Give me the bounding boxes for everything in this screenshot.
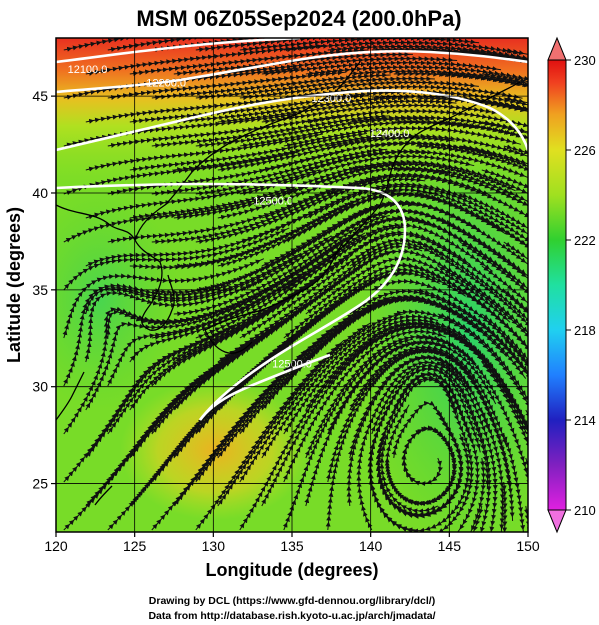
colorbar: 230 226 222 218 214 210 — [547, 36, 596, 534]
streamlines — [62, 38, 528, 532]
lon-tick-label: 145 — [438, 538, 462, 554]
lat-tick-label: 30 — [32, 379, 48, 395]
lon-tick-label: 125 — [123, 538, 147, 554]
lon-ticks: 120 125 130 135 140 145 150 — [44, 532, 540, 554]
x-axis-label: Longitude (degrees) — [205, 560, 378, 580]
lat-tick-label: 40 — [32, 185, 48, 201]
streamline — [501, 481, 508, 532]
coastlines — [56, 61, 521, 506]
lat-tick-label: 45 — [32, 88, 48, 104]
colorbar-bottom-arrow — [547, 509, 567, 534]
colorbar-tick-label: 230 — [574, 53, 596, 68]
colorbar-tick-label: 218 — [574, 323, 596, 338]
streamline — [523, 505, 528, 532]
lon-tick-label: 140 — [359, 538, 383, 554]
map-title: MSM 06Z05Sep2024 (200.0hPa) — [136, 6, 461, 31]
streamline — [459, 95, 528, 111]
contour-label: 12300.0 — [311, 93, 351, 105]
credit-line-2: Data from http://database.rish.kyoto-u.a… — [148, 610, 435, 622]
height-contours — [56, 38, 528, 421]
lon-tick-label: 120 — [44, 538, 68, 554]
colorbar-ramp — [547, 59, 567, 511]
colorbar-tick-label: 222 — [574, 233, 596, 248]
streamline — [503, 96, 528, 104]
contour-label: 12200.0 — [146, 77, 186, 89]
lat-tick-label: 35 — [32, 282, 48, 298]
streamline — [525, 409, 528, 418]
contour-label: 12100.0 — [68, 64, 108, 76]
lon-tick-label: 130 — [202, 538, 226, 554]
field-green-west — [56, 190, 180, 410]
streamline — [367, 366, 456, 532]
streamline — [472, 505, 484, 532]
field-warm-south — [120, 380, 310, 520]
lon-tick-label: 150 — [516, 538, 540, 554]
contour-label: 12400.0 — [370, 128, 410, 140]
colorbar-tick-label: 214 — [574, 413, 596, 428]
y-axis-label: Latitude (degrees) — [4, 207, 24, 363]
credit-line-1: Drawing by DCL (https://www.gfd-dennou.o… — [149, 595, 435, 607]
plot-area: 12100.012200.012300.012400.012500.012500… — [56, 38, 528, 532]
gridlines — [56, 38, 528, 532]
colorbar-tick-label: 226 — [574, 143, 596, 158]
streamline — [481, 71, 528, 83]
streamline — [325, 348, 446, 531]
colorbar-top-arrow — [547, 36, 567, 61]
streamline — [459, 47, 528, 62]
contour-label: 12500.0 — [253, 196, 293, 208]
streamline — [503, 48, 528, 56]
lat-tick-label: 25 — [32, 476, 48, 492]
streamline — [63, 38, 149, 52]
colorbar-tick-label: 210 — [574, 503, 596, 518]
streamline — [524, 457, 528, 478]
lon-tick-label: 135 — [280, 538, 304, 554]
lat-ticks: 25 30 35 40 45 — [32, 88, 56, 492]
